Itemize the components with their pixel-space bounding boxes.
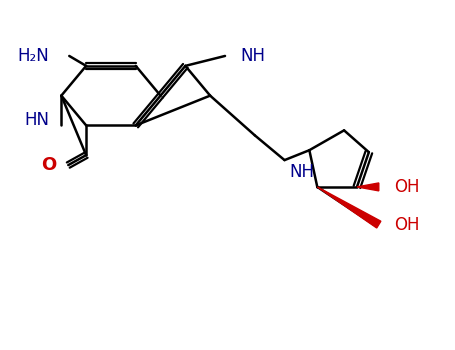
Text: OH: OH <box>394 178 419 196</box>
Text: H₂N: H₂N <box>18 47 50 65</box>
Text: HN: HN <box>25 111 50 130</box>
Text: NH: NH <box>240 47 265 65</box>
Text: OH: OH <box>394 216 419 233</box>
Text: O: O <box>41 156 56 174</box>
Polygon shape <box>357 183 379 191</box>
Text: NH: NH <box>289 163 314 181</box>
Polygon shape <box>317 187 381 228</box>
